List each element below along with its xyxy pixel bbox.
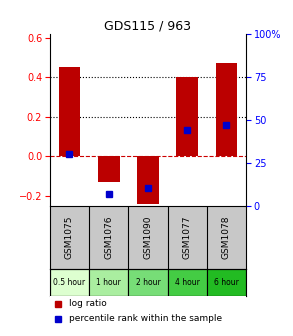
Bar [207, 269, 246, 296]
Text: GSM1077: GSM1077 [183, 216, 192, 259]
Text: log ratio: log ratio [69, 299, 107, 308]
Text: GSM1076: GSM1076 [104, 216, 113, 259]
Bar [176, 77, 198, 156]
Title: GDS115 / 963: GDS115 / 963 [105, 19, 191, 33]
Text: 1 hour: 1 hour [96, 279, 121, 287]
Bar [98, 156, 120, 182]
Text: GSM1078: GSM1078 [222, 216, 231, 259]
Bar [137, 156, 159, 204]
Bar [168, 269, 207, 296]
Text: GSM1090: GSM1090 [144, 216, 152, 259]
Text: 0.5 hour: 0.5 hour [53, 279, 86, 287]
Bar [59, 67, 80, 156]
Text: 4 hour: 4 hour [175, 279, 200, 287]
Text: 6 hour: 6 hour [214, 279, 239, 287]
Bar [50, 269, 89, 296]
Bar [216, 63, 237, 156]
Bar [89, 269, 128, 296]
Text: percentile rank within the sample: percentile rank within the sample [69, 314, 223, 323]
Bar [128, 269, 168, 296]
Text: 2 hour: 2 hour [136, 279, 160, 287]
Text: GSM1075: GSM1075 [65, 216, 74, 259]
